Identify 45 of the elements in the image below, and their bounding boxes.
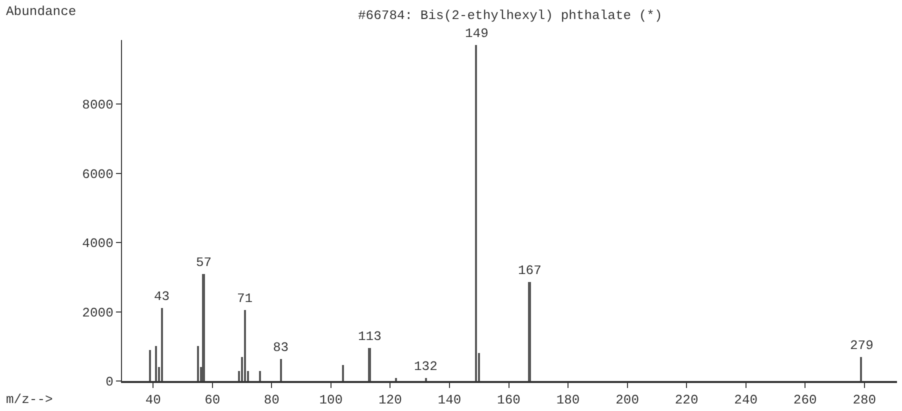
bar (860, 357, 862, 381)
x-tick-label: 200 (616, 392, 640, 408)
y-tick-label: 4000 (82, 236, 114, 252)
annotation: 71 (237, 291, 253, 306)
annotation: 113 (358, 329, 382, 344)
bar (197, 346, 199, 381)
y-tick-label: 2000 (82, 305, 114, 320)
bar (244, 310, 246, 381)
y-tick-label: 6000 (82, 166, 114, 182)
y-tick-label: 0 (106, 374, 114, 390)
x-tick-label: 40 (145, 392, 161, 408)
bar (475, 45, 477, 381)
x-tick-label: 140 (438, 392, 462, 408)
bar (368, 348, 371, 381)
bar (202, 274, 205, 381)
x-tick-label: 220 (674, 392, 698, 408)
bar (155, 346, 157, 381)
annotation: 43 (154, 289, 170, 304)
bar (259, 371, 261, 381)
bar (425, 378, 427, 381)
y-tick-label: 8000 (82, 98, 114, 113)
annotation: 149 (465, 26, 488, 41)
annotation: 57 (196, 255, 212, 270)
x-tick-label: 260 (793, 392, 817, 408)
annotation: 167 (518, 263, 542, 278)
y-axis-title: Abundance (6, 4, 76, 19)
x-tick-label: 80 (264, 392, 280, 408)
chart-title: #66784: Bis(2-ethylhexyl) phthalate (*) (358, 8, 662, 23)
x-tick-label: 160 (497, 392, 520, 408)
x-tick-label: 240 (734, 392, 758, 408)
x-tick-label: 180 (556, 392, 580, 408)
bar (280, 359, 282, 381)
bar (161, 308, 163, 381)
x-tick-label: 280 (852, 392, 876, 408)
x-tick-label: 60 (204, 392, 220, 408)
annotation: 83 (273, 340, 289, 355)
annotation: 279 (850, 338, 874, 353)
x-tick-label: 120 (378, 392, 402, 408)
bar (149, 350, 151, 381)
x-axis-title: m/z--> (6, 392, 54, 407)
x-tick-label: 100 (319, 392, 343, 408)
bar (342, 365, 344, 381)
bar (395, 378, 397, 381)
bar (528, 282, 531, 381)
annotation: 132 (414, 359, 438, 374)
